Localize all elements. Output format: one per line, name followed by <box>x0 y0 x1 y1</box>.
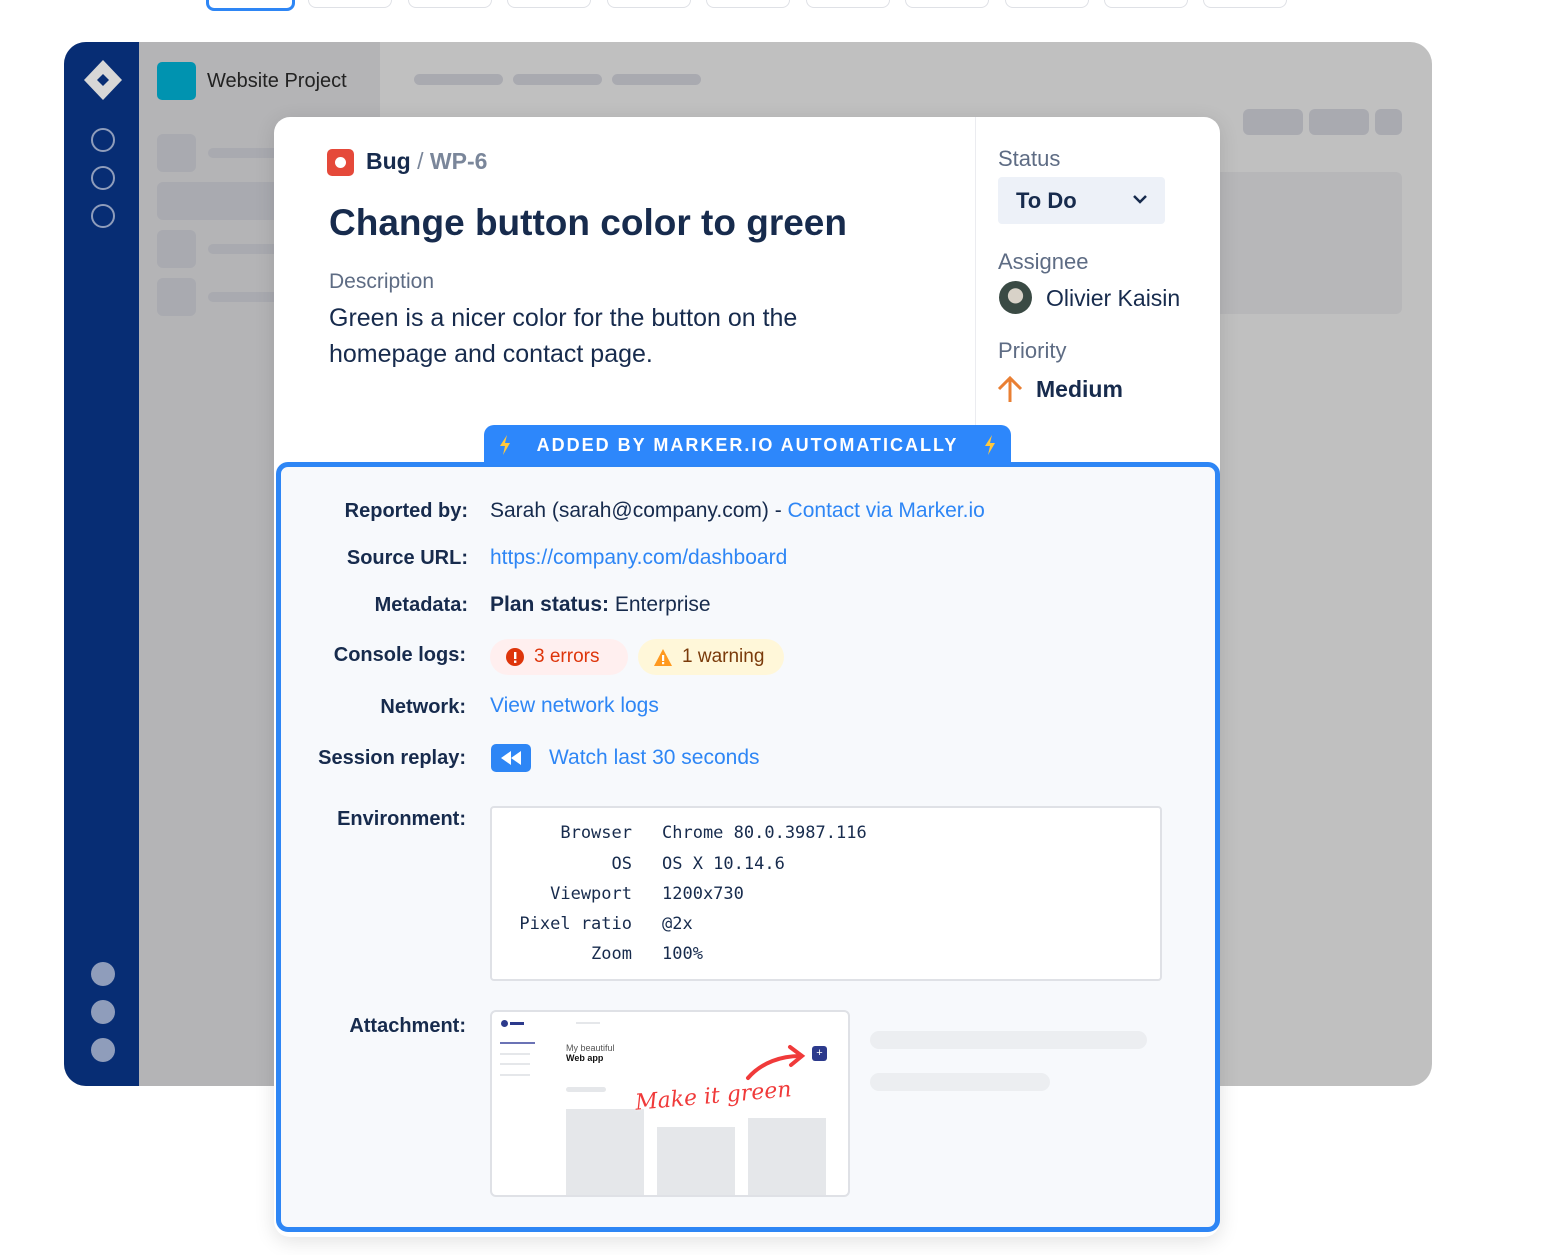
tab[interactable] <box>905 0 989 8</box>
reported-by-label: Reported by: <box>344 500 468 522</box>
separator: / <box>417 148 424 174</box>
status-label: Status <box>998 146 1061 171</box>
metadata-value: Enterprise <box>614 593 711 616</box>
errors-badge[interactable]: 3 errors <box>490 639 628 675</box>
attachment-thumbnail[interactable]: My beautiful Web app + Make it green <box>490 1010 850 1197</box>
attachment-label: Attachment: <box>349 1015 466 1037</box>
environment-label: Environment: <box>337 808 466 830</box>
jira-logo-icon <box>84 60 122 100</box>
environment-table: Browser Chrome 80.0.3987.116 OS OS X 10.14… <box>490 806 1162 981</box>
marker-banner: ADDED BY MARKER.IO AUTOMATICALLY <box>484 425 1011 465</box>
nav-icon[interactable] <box>91 1038 115 1062</box>
banner-text: ADDED BY MARKER.IO AUTOMATICALLY <box>536 434 959 455</box>
env-value: Chrome 80.0.3987.116 <box>662 823 867 843</box>
tab[interactable] <box>1104 0 1188 8</box>
thumb-title: My beautiful <box>566 1043 615 1053</box>
errors-count: 3 errors <box>534 646 600 667</box>
description-label: Description <box>329 270 435 293</box>
console-logs-label: Console logs: <box>333 644 466 666</box>
source-url-label: Source URL: <box>346 547 468 569</box>
tab[interactable] <box>706 0 790 8</box>
tab[interactable] <box>806 0 890 8</box>
tab[interactable] <box>408 0 492 8</box>
network-label: Network: <box>380 696 466 718</box>
project-avatar <box>157 62 196 100</box>
metadata-label: Metadata: <box>374 594 468 616</box>
tab[interactable] <box>308 0 392 8</box>
env-key: Viewport <box>550 884 632 904</box>
assignee-name[interactable]: Olivier Kaisin <box>1046 285 1181 311</box>
issue-type: Bug <box>366 148 411 174</box>
project-name: Website Project <box>207 70 347 92</box>
env-value: 1200x730 <box>662 884 744 904</box>
issue-key[interactable]: WP-6 <box>429 148 488 174</box>
session-replay-link[interactable]: Watch last 30 seconds <box>549 746 760 769</box>
tab[interactable] <box>607 0 691 8</box>
contact-link[interactable]: Contact via Marker.io <box>787 499 985 522</box>
annotation-text: Make it green <box>634 1077 793 1116</box>
warning-icon <box>654 648 672 666</box>
nav-icon[interactable] <box>91 962 115 986</box>
chevron-down-icon <box>1133 195 1147 204</box>
nav-icon[interactable] <box>91 166 115 190</box>
rewind-icon[interactable] <box>491 744 531 772</box>
reporter: Sarah (sarah@company.com) - <box>490 499 782 522</box>
nav-icon[interactable] <box>91 1000 115 1024</box>
arrow-up-icon <box>997 375 1023 402</box>
assignee-label: Assignee <box>998 249 1089 274</box>
network-logs-link[interactable]: View network logs <box>490 694 659 717</box>
env-key: OS <box>611 854 632 874</box>
session-replay-label: Session replay: <box>318 747 466 769</box>
global-nav <box>64 42 139 1086</box>
source-url-link[interactable]: https://company.com/dashboard <box>490 546 788 569</box>
priority-value[interactable]: Medium <box>1036 376 1123 402</box>
issue-title[interactable]: Change button color to green <box>329 202 847 243</box>
tab[interactable] <box>507 0 591 8</box>
placeholder-bar <box>870 1073 1050 1091</box>
tab[interactable] <box>1203 0 1287 8</box>
bug-icon <box>327 149 354 176</box>
description-text[interactable]: Green is a nicer color for the button on… <box>329 304 798 368</box>
placeholder-bar <box>870 1031 1147 1049</box>
env-key: Browser <box>560 823 632 843</box>
avatar <box>999 281 1032 314</box>
plus-icon: + <box>812 1046 827 1061</box>
tab[interactable] <box>206 0 295 11</box>
env-value: OS X 10.14.6 <box>662 854 785 874</box>
env-value: 100% <box>662 944 703 964</box>
tab[interactable] <box>1005 0 1089 8</box>
warnings-count: 1 warning <box>682 646 765 667</box>
thumb-subtitle: Web app <box>566 1053 604 1063</box>
env-value: @2x <box>662 914 693 934</box>
status-dropdown[interactable]: To Do <box>998 177 1165 224</box>
env-key: Zoom <box>591 944 632 964</box>
divider <box>975 117 976 427</box>
status-value: To Do <box>1016 188 1077 213</box>
priority-label: Priority <box>998 338 1067 363</box>
nav-icon[interactable] <box>91 128 115 152</box>
lightning-icon <box>500 435 510 455</box>
env-key: Pixel ratio <box>519 914 632 934</box>
nav-icon[interactable] <box>91 204 115 228</box>
warnings-badge[interactable]: 1 warning <box>638 639 784 675</box>
metadata-key: Plan status: <box>490 593 610 616</box>
lightning-icon <box>985 435 995 455</box>
arrow-annotation-icon <box>746 1045 806 1080</box>
error-icon <box>506 648 524 666</box>
